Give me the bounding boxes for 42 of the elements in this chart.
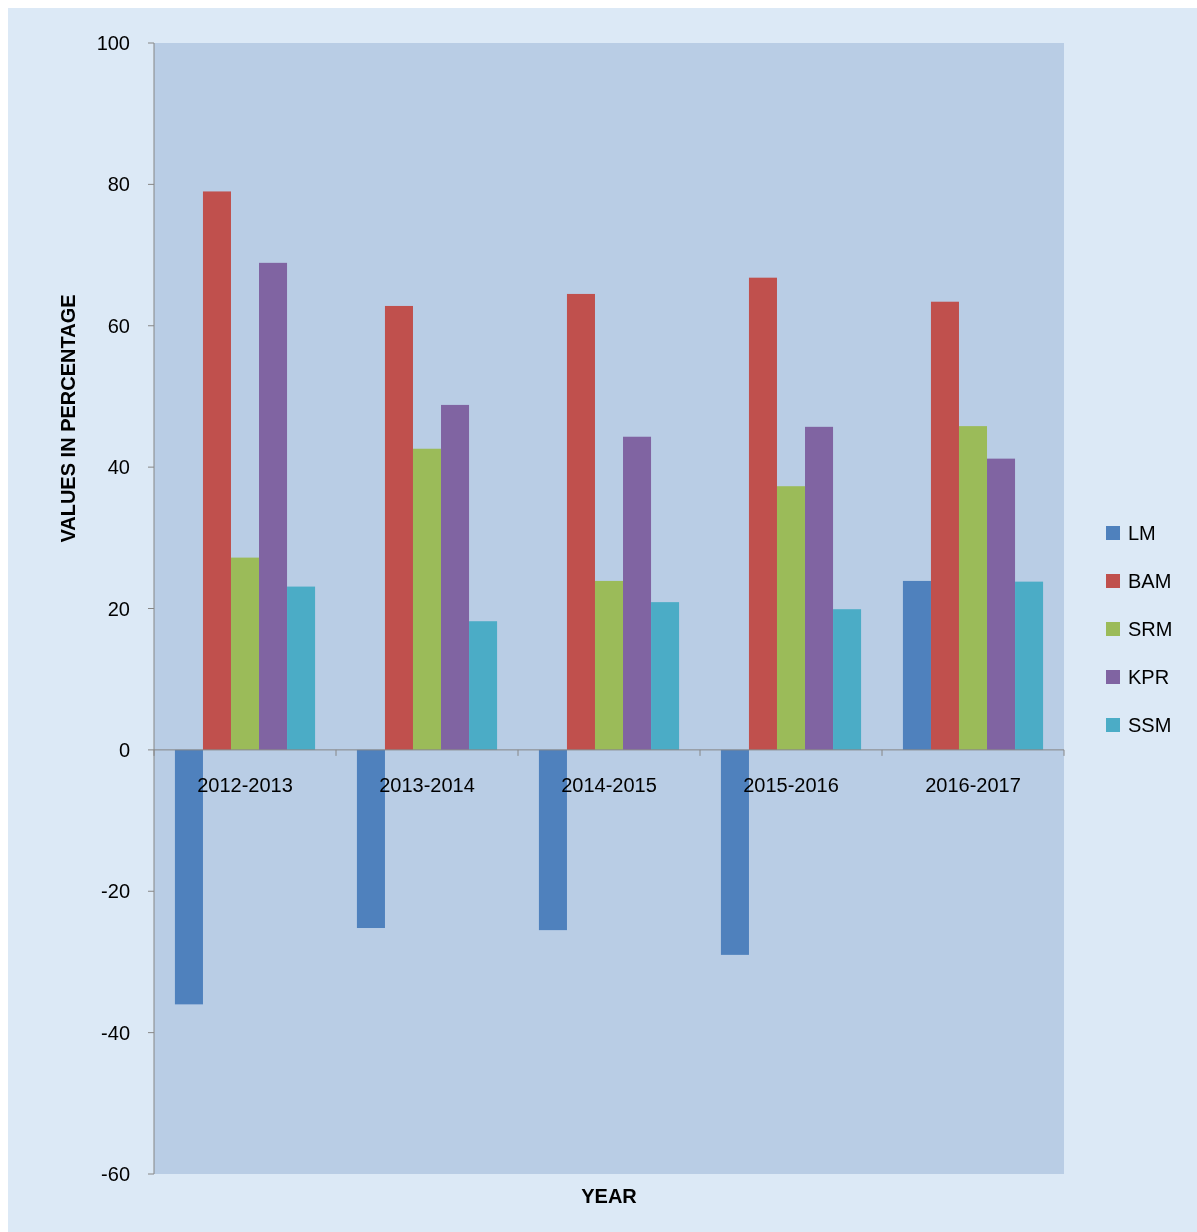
y-tick-label: 40 xyxy=(107,456,130,479)
bar xyxy=(230,557,260,750)
bar xyxy=(833,609,862,750)
bar xyxy=(651,602,680,750)
bar xyxy=(202,191,231,750)
y-tick-label: 20 xyxy=(107,597,130,620)
y-tick-label: 80 xyxy=(107,173,130,196)
x-tick-label: 2016-2017 xyxy=(925,773,1021,796)
bar xyxy=(902,580,931,750)
bar xyxy=(384,305,413,750)
y-tick-label: -40 xyxy=(101,1021,130,1044)
x-tick-label: 2015-2016 xyxy=(743,773,839,796)
bar xyxy=(776,486,806,750)
y-tick-label: 60 xyxy=(107,314,130,337)
y-tick-label: -60 xyxy=(101,1163,130,1185)
bar xyxy=(958,426,988,750)
legend-label: SSM xyxy=(1128,714,1172,736)
bar xyxy=(412,448,442,750)
y-tick-label: 0 xyxy=(118,738,130,761)
y-tick-label: 100 xyxy=(96,32,130,54)
x-tick-label: 2013-2014 xyxy=(379,773,475,796)
bar xyxy=(469,621,498,750)
legend-label: LM xyxy=(1128,522,1156,544)
x-axis-title: YEAR xyxy=(581,1185,638,1207)
bar xyxy=(748,277,777,750)
legend-label: BAM xyxy=(1128,570,1172,592)
bar xyxy=(1015,581,1044,750)
bar xyxy=(594,580,624,750)
bar xyxy=(259,262,288,750)
bar xyxy=(623,436,652,750)
y-axis-title: VALUES IN PERCENTAGE xyxy=(57,294,79,543)
legend-label: SRM xyxy=(1128,618,1173,640)
legend-label: KPR xyxy=(1128,666,1170,688)
bar xyxy=(566,293,595,750)
bar xyxy=(441,404,470,750)
bar xyxy=(930,301,959,750)
y-tick-label: -20 xyxy=(101,880,130,903)
x-tick-label: 2012-2013 xyxy=(197,773,293,796)
bar xyxy=(287,586,316,750)
bar xyxy=(805,426,834,750)
x-tick-label: 2014-2015 xyxy=(561,773,657,796)
bar xyxy=(987,458,1016,750)
